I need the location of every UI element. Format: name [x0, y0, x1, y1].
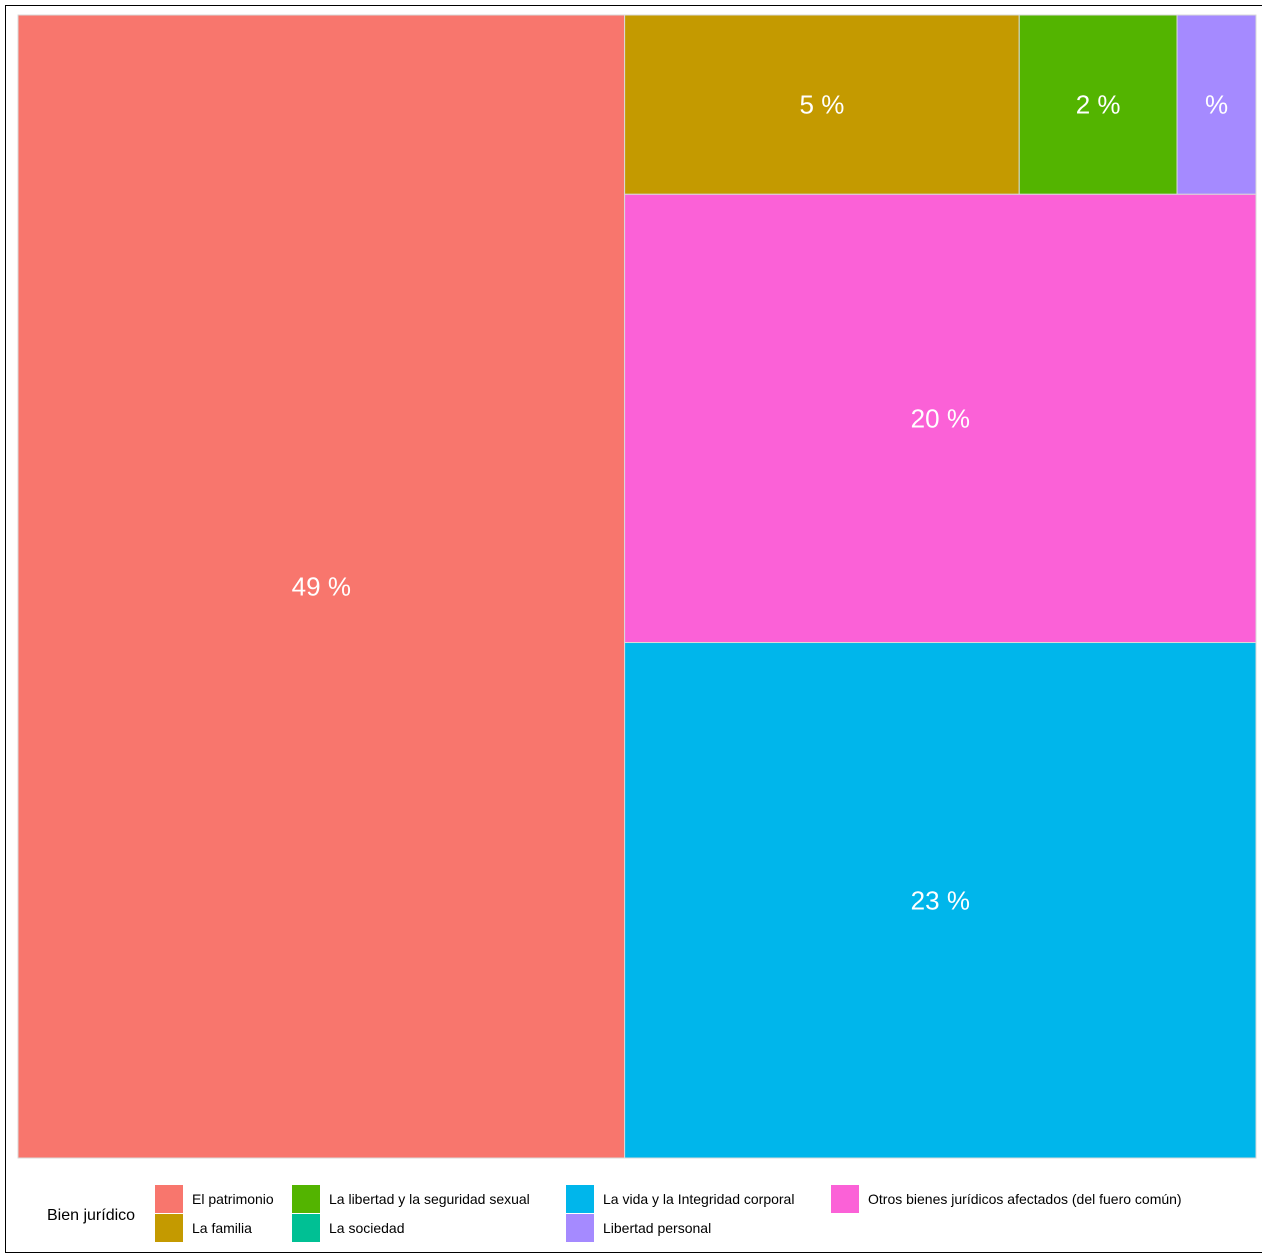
tile-el-patrimonio [17, 14, 626, 1159]
legend-label-libertad-personal: Libertad personal [603, 1220, 712, 1236]
legend-label-la-libertad-y-la-seguridad-sexual: La libertad y la seguridad sexual [329, 1191, 530, 1207]
legend-label-el-patrimonio: El patrimonio [192, 1191, 274, 1207]
tile-label-la-vida-y-la-integridad-corporal: 23 % [911, 885, 970, 915]
legend-label-otros-bienes-juridicos: Otros bienes jurídicos afectados (del fu… [868, 1191, 1182, 1207]
tile-libertad-personal [1176, 14, 1257, 195]
legend-key-la-familia [155, 1214, 183, 1242]
legend-item-libertad-personal: Libertad personal [566, 1214, 711, 1242]
tile-la-vida-y-la-integridad-corporal [624, 642, 1257, 1159]
tile-label-libertad-personal: % [1205, 90, 1228, 120]
tile-label-la-libertad-y-la-seguridad-sexual: 2 % [1076, 90, 1121, 120]
treemap-chart: 49 % 5 % 2 % % 20 % 23 % [17, 14, 1257, 1159]
legend-label-la-sociedad: La sociedad [329, 1220, 405, 1236]
legend-item-la-familia: La familia [155, 1214, 252, 1242]
legend-label-la-vida-y-la-integridad-corporal: La vida y la Integridad corporal [603, 1191, 795, 1207]
legend-title: Bien jurídico [47, 1207, 136, 1224]
legend-key-la-vida-y-la-integridad-corporal [566, 1185, 594, 1213]
tile-label-la-familia: 5 % [800, 90, 845, 120]
legend-key-otros-bienes-juridicos [831, 1185, 859, 1213]
legend-label-la-familia: La familia [192, 1220, 252, 1236]
legend-key-libertad-personal [566, 1214, 594, 1242]
legend-item-la-vida-y-la-integridad-corporal: La vida y la Integridad corporal [566, 1185, 794, 1213]
legend-item-el-patrimonio: El patrimonio [155, 1185, 274, 1213]
tile-la-familia [624, 14, 1020, 195]
chart-frame [5, 5, 1262, 1253]
legend-key-el-patrimonio [155, 1185, 183, 1213]
tile-label-el-patrimonio: 49 % [292, 572, 351, 602]
tile-otros-bienes-juridicos [624, 193, 1257, 644]
legend-item-la-libertad-y-la-seguridad-sexual: La libertad y la seguridad sexual [292, 1185, 530, 1213]
legend-key-la-libertad-y-la-seguridad-sexual [292, 1185, 320, 1213]
tile-label-otros-bienes-juridicos: 20 % [911, 403, 970, 433]
legend-item-la-sociedad: La sociedad [292, 1214, 405, 1242]
legend-key-la-sociedad [292, 1214, 320, 1242]
legend-item-otros-bienes-juridicos: Otros bienes jurídicos afectados (del fu… [831, 1185, 1182, 1213]
